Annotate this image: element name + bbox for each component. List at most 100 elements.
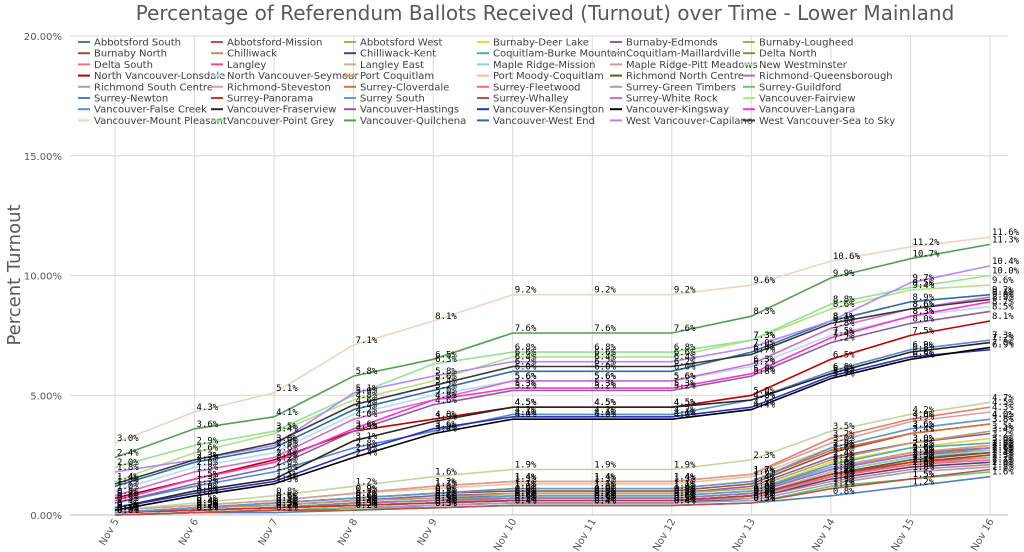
x-tick-label: Nov 7 <box>257 517 281 548</box>
data-label: 0.4% <box>197 496 219 506</box>
data-label: 2.0% <box>833 458 855 468</box>
data-label: 0.3% <box>276 499 298 509</box>
data-label: 5.1% <box>276 384 298 394</box>
data-label: 2.3% <box>276 451 298 461</box>
data-label: 0.6% <box>356 492 378 502</box>
data-label: 0.1% <box>117 504 139 514</box>
data-label: 1.3% <box>515 475 537 485</box>
legend-entry: Maple Ridge-Pitt Meadows <box>626 60 758 71</box>
data-label: 2.4% <box>833 449 855 459</box>
chart-title: Percentage of Referendum Ballots Receive… <box>136 1 955 25</box>
data-label: 0.5% <box>674 494 696 504</box>
data-label: 2.8% <box>912 439 934 449</box>
data-label: 0.8% <box>753 487 775 497</box>
data-label: 0.6% <box>674 492 696 502</box>
data-label: 8.0% <box>833 314 855 324</box>
data-label: 3.0% <box>912 434 934 444</box>
data-label: 3.0% <box>276 434 298 444</box>
x-tick-label: Nov 14 <box>810 517 837 552</box>
data-label: 8.1% <box>992 312 1014 322</box>
data-label: 0.7% <box>674 489 696 499</box>
data-label: 7.0% <box>753 338 775 348</box>
data-label: 0.1% <box>117 504 139 514</box>
data-label: 6.8% <box>674 343 696 353</box>
data-label: 1.4% <box>753 472 775 482</box>
data-label: 1.8% <box>833 463 855 473</box>
data-label: 0.5% <box>515 494 537 504</box>
data-label: 6.7% <box>753 346 775 356</box>
data-label: 2.4% <box>912 449 934 459</box>
data-label: 0.2% <box>197 501 219 511</box>
data-label: 0.9% <box>197 484 219 494</box>
data-label: 0.3% <box>276 499 298 509</box>
data-label: 0.6% <box>594 492 616 502</box>
data-label: 4.3% <box>197 403 219 413</box>
data-label: 2.8% <box>992 439 1014 449</box>
data-label: 0.3% <box>117 499 139 509</box>
data-label: 5.6% <box>435 372 457 382</box>
data-label: 1.2% <box>197 477 219 487</box>
data-label: 4.5% <box>674 398 696 408</box>
data-label: 1.1% <box>674 480 696 490</box>
data-label: 5.1% <box>356 384 378 394</box>
data-label: 0.8% <box>753 487 775 497</box>
data-label: 5.0% <box>356 386 378 396</box>
data-label: 2.5% <box>912 446 934 456</box>
data-label: 0.8% <box>753 487 775 497</box>
legend-entry: Surrey-White Rock <box>626 94 718 105</box>
data-label: 1.3% <box>594 475 616 485</box>
data-label: 11.3% <box>992 235 1020 245</box>
data-label: 0.5% <box>435 494 457 504</box>
data-label: 1.6% <box>833 468 855 478</box>
data-label: 7.3% <box>753 331 775 341</box>
data-label: 0.9% <box>674 484 696 494</box>
data-label: 0.1% <box>197 504 219 514</box>
data-label: 0.1% <box>117 504 139 514</box>
legend-entry: Chilliwack-Kent <box>360 49 436 60</box>
data-label: 4.5% <box>594 398 616 408</box>
data-label: 0.4% <box>356 496 378 506</box>
y-tick-labels: 0.00% 5.00% 10.00% 15.00% 20.00% <box>24 32 62 522</box>
data-label: 1.6% <box>435 468 457 478</box>
series-line <box>114 401 991 511</box>
data-label: 5.6% <box>515 372 537 382</box>
data-label: 6.9% <box>992 341 1014 351</box>
data-label: 6.2% <box>753 358 775 368</box>
data-label: 6.4% <box>515 353 537 363</box>
data-label: 1.0% <box>674 482 696 492</box>
data-label: 5.3% <box>674 379 696 389</box>
data-label: 5.6% <box>515 372 537 382</box>
data-label: 5.2% <box>435 381 457 391</box>
data-label: 1.2% <box>435 477 457 487</box>
series-line <box>114 236 991 444</box>
data-label: 1.4% <box>594 472 616 482</box>
data-label: 0.6% <box>515 492 537 502</box>
data-label: 2.3% <box>912 451 934 461</box>
data-label: 0.6% <box>435 492 457 502</box>
data-label: 0.7% <box>674 489 696 499</box>
data-label: 0.2% <box>197 501 219 511</box>
data-label: 6.3% <box>753 355 775 365</box>
data-label: 0.1% <box>117 504 139 514</box>
data-label: 2.8% <box>992 439 1014 449</box>
data-label: 0.5% <box>515 494 537 504</box>
data-label: 1.9% <box>674 460 696 470</box>
data-label: 6.9% <box>912 341 934 351</box>
data-label: 2.1% <box>912 456 934 466</box>
data-label: 1.1% <box>594 480 616 490</box>
data-label: 2.2% <box>833 453 855 463</box>
data-label: 0.3% <box>117 499 139 509</box>
data-label: 4.2% <box>674 405 696 415</box>
data-label: 2.2% <box>992 453 1014 463</box>
data-label: 0.6% <box>674 492 696 502</box>
series-line <box>114 346 991 511</box>
data-label: 6.5% <box>833 350 855 360</box>
series-line <box>114 339 991 504</box>
data-label: 0.6% <box>515 492 537 502</box>
data-label: 2.6% <box>912 444 934 454</box>
data-label: 1.0% <box>117 482 139 492</box>
data-label: 1.9% <box>992 460 1014 470</box>
data-label: 0.6% <box>276 492 298 502</box>
series-line <box>114 430 991 514</box>
data-label: 4.5% <box>594 398 616 408</box>
